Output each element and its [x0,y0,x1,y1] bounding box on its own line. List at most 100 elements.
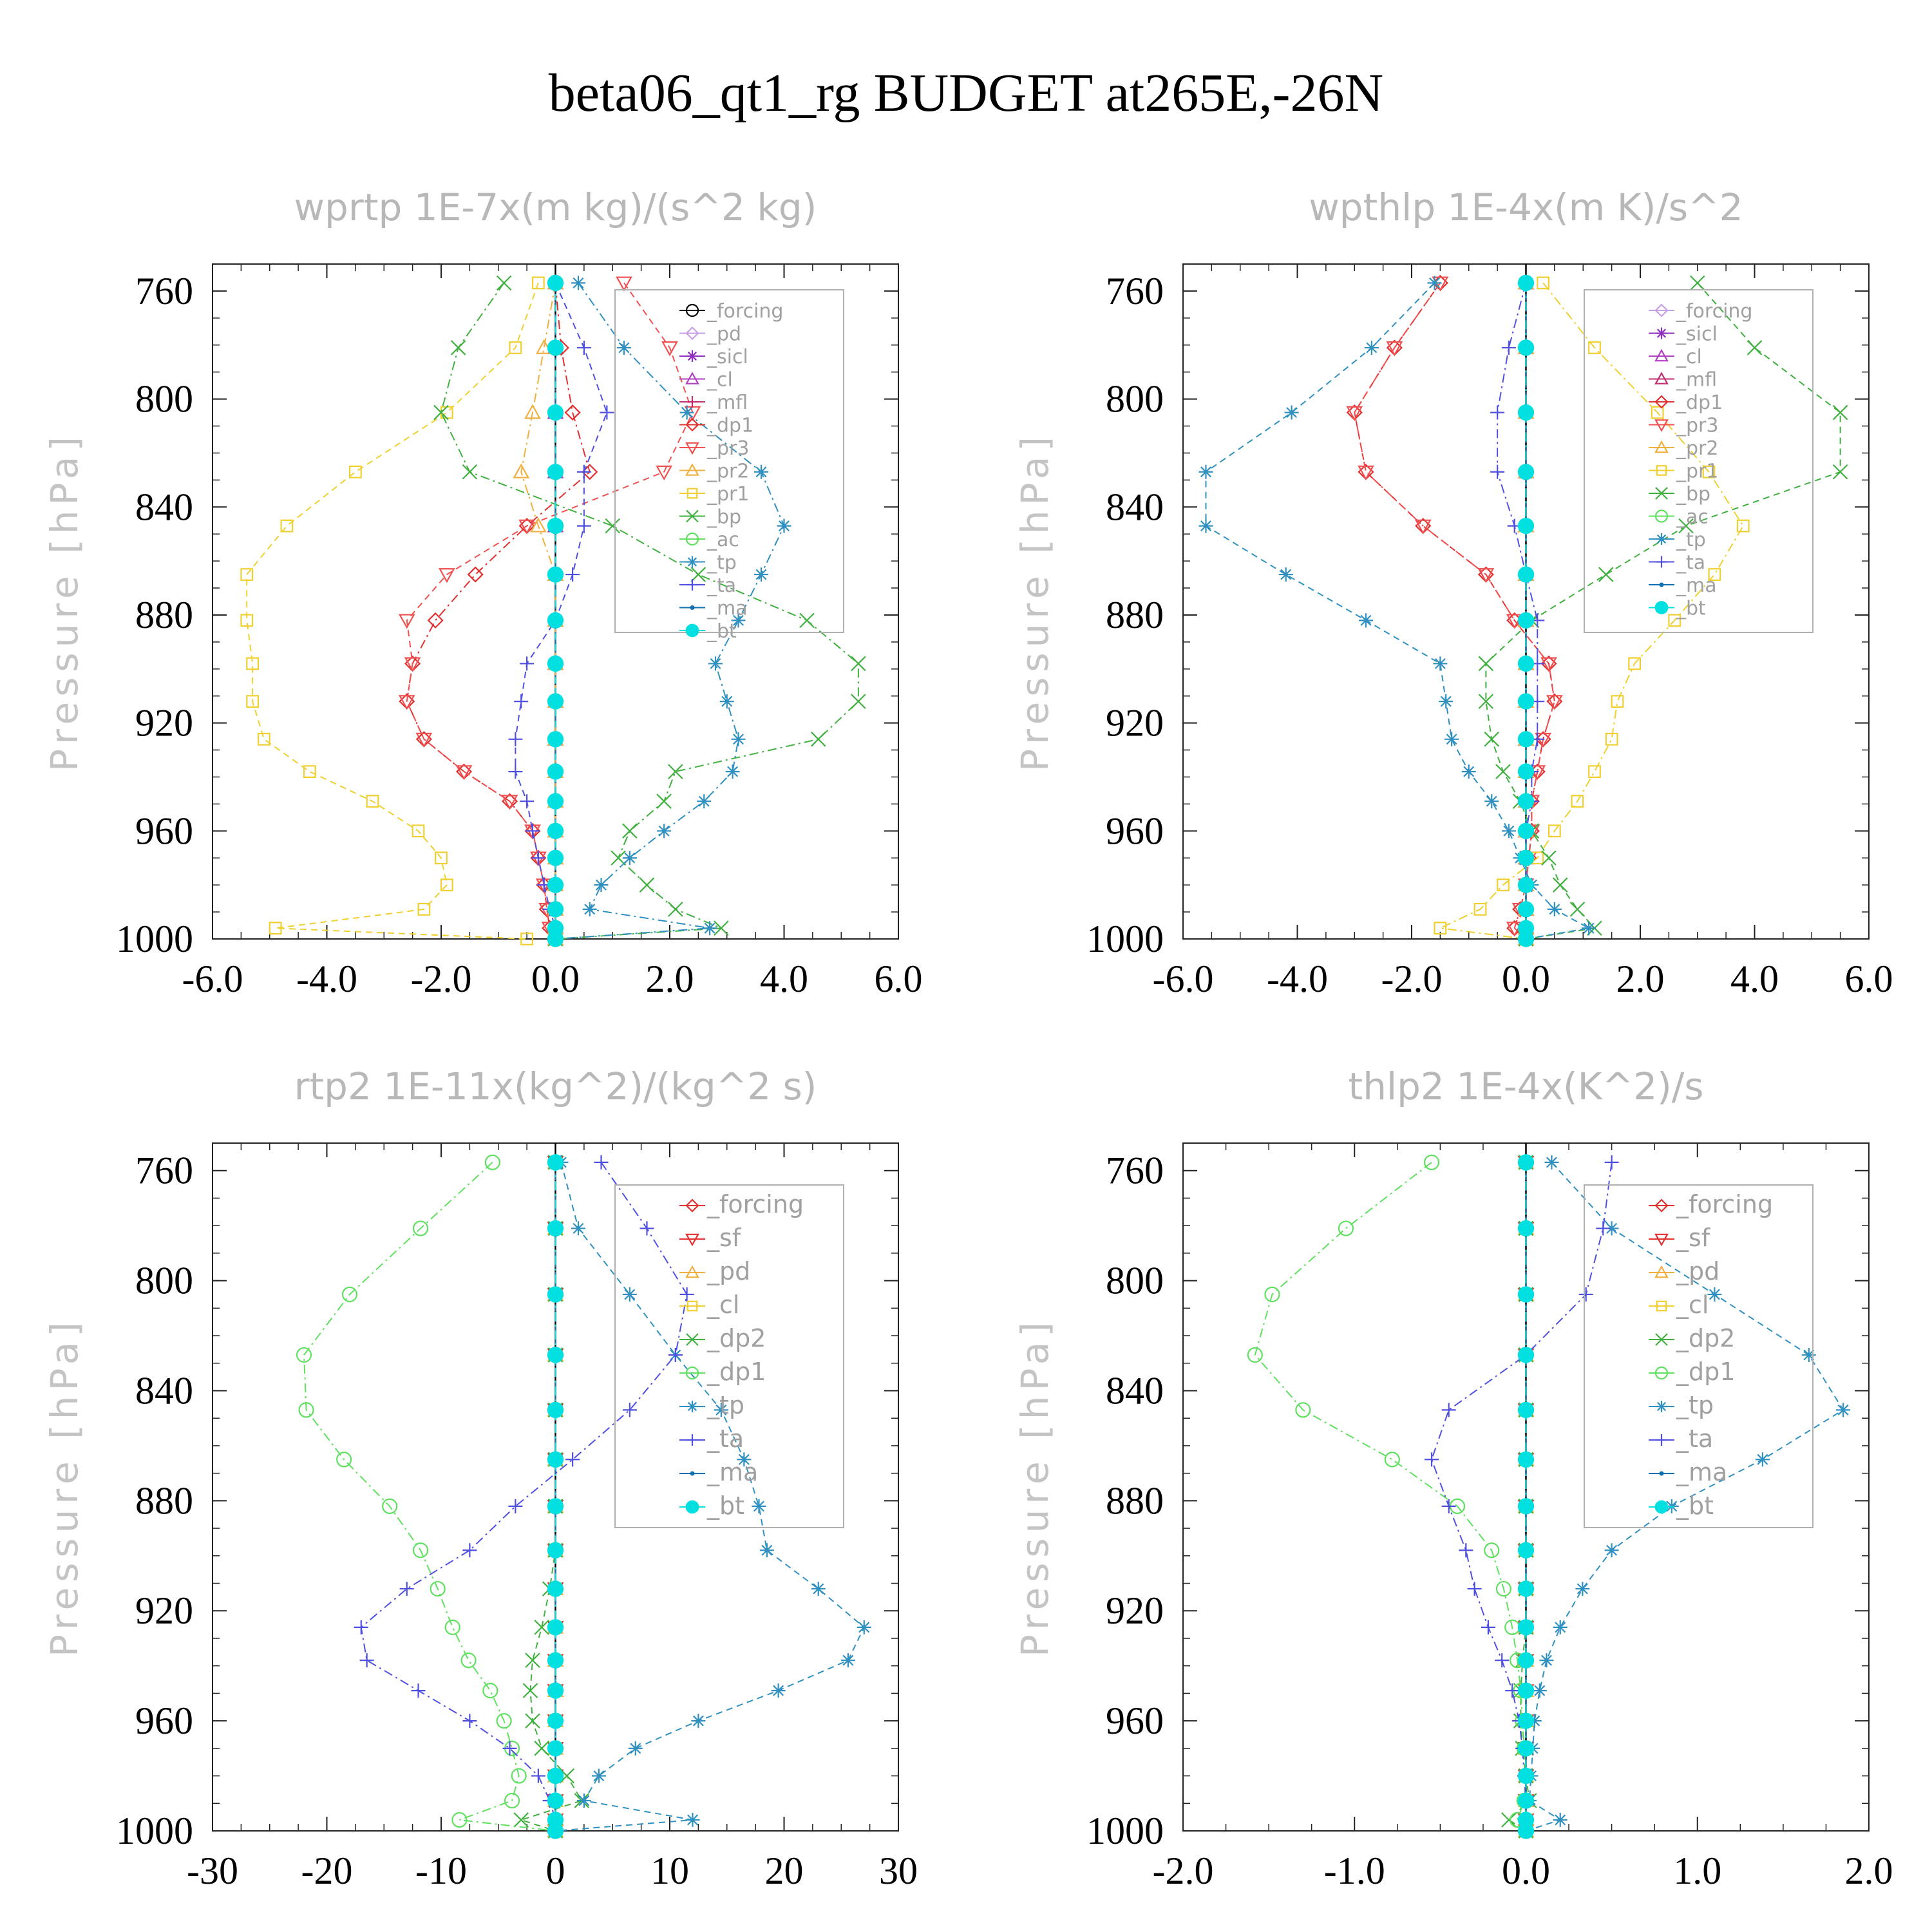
data-point [628,1741,643,1756]
panel-title: wprtp 1E-7x(m kg)/(s^2 kg) [294,185,817,229]
legend-label: _ma [1676,574,1717,597]
legend-marker [685,1500,699,1514]
data-point [1611,695,1624,708]
data-point [547,1542,564,1558]
data-point [565,567,580,582]
data-point [1708,568,1721,581]
legend-entry: _cl [1649,346,1702,368]
data-point [1198,464,1213,479]
legend-entry: _ta [1649,1425,1713,1453]
data-point [1571,795,1584,808]
data-point [513,1812,529,1828]
data-point [341,1286,358,1303]
data-point [1689,275,1705,291]
series_ta [1490,276,1545,946]
legend-label: _pr3 [706,437,749,460]
data-point [708,656,723,671]
data-point [1552,877,1568,893]
data-point [547,464,564,480]
data-point [439,568,455,583]
data-point [1478,656,1494,672]
data-point [1484,794,1499,809]
legend-label: _sicl [706,346,748,368]
data-point [412,1220,429,1236]
series-line [303,1162,556,1832]
legend-entry: _cl [679,1291,739,1319]
data-point [547,1652,564,1669]
y-tick-label: 960 [135,1700,193,1742]
data-point [296,1347,312,1363]
data-point [1478,694,1494,709]
data-point [1517,1498,1535,1515]
data-point [1434,922,1447,935]
data-point [1517,731,1535,748]
data-point [547,1580,564,1597]
legend-marker [685,463,699,476]
legend-entry: _dp1 [1649,1358,1735,1386]
legend-entry: _tp [1649,529,1706,551]
data-point [547,793,564,810]
series-line [1437,282,1744,940]
legend-label: _tp [706,552,737,574]
legend-entry: _ta [679,574,736,597]
data-point [564,404,581,421]
data-point [1598,567,1614,582]
data-point [1484,1542,1500,1558]
data-point [496,275,512,291]
data-point [582,902,597,916]
y-axis-label: Pressure [hPa] [43,431,86,772]
data-point [565,1452,580,1467]
data-point [520,794,535,809]
data-point [547,1347,564,1363]
series-line [1431,1162,1613,1831]
data-point [1459,1543,1473,1558]
chart-panel-4: thlp2 1E-4x(K^2)/s Pressure [hPa] -2.0 -1.0… [1013,1065,1893,1892]
data-point [1575,1582,1590,1596]
legend-entry: _tp [1649,1391,1714,1419]
x-tick-label: 0.0 [531,958,580,1000]
legend-label: _pr2 [706,460,749,483]
data-point [685,1812,700,1827]
data-point [1651,406,1664,419]
data-point [1425,1452,1439,1467]
legend-label: _sf [1676,1224,1711,1252]
legend-entry: _pd [679,1257,750,1285]
data-point [450,340,466,355]
legend-entry: _pr1 [1649,460,1718,483]
data-point [690,567,706,582]
legend-marker [685,532,699,546]
data-point [547,1451,564,1468]
y-tick-label: 880 [1106,594,1164,636]
data-point [534,1741,549,1756]
data-point [508,764,523,779]
x-tick-label: -1.0 [1324,1850,1385,1892]
data-point [1553,1620,1567,1634]
x-tick-label: 30 [879,1850,918,1892]
data-point [725,764,740,779]
x-tick-label: 6.0 [875,958,923,1000]
legend-marker [687,1401,698,1412]
data-point [1481,1620,1495,1634]
y-tick-label: 920 [1106,702,1164,744]
legend-box [614,1184,844,1528]
legend-label: _pd [706,1257,750,1285]
data-point [1532,1683,1547,1698]
data-point [1517,1347,1535,1363]
data-point [656,793,672,809]
data-point [359,1653,374,1668]
legend-entry: _forcing [1649,1190,1773,1218]
data-point [1517,274,1535,291]
y-tick-label: 880 [135,594,193,636]
data-point [1604,1221,1619,1236]
data-point [467,566,484,583]
legend-label: _forcing [1676,1190,1773,1218]
legend-entry: _pr2 [1649,437,1718,460]
data-point [547,1498,564,1515]
series-line [246,283,539,940]
legend-marker [1654,1366,1669,1380]
panel-title: wpthlp 1E-4x(m K)/s^2 [1309,185,1743,229]
series_dp2 [513,1155,590,1839]
data-point [611,850,626,866]
legend-label: _cl [706,369,733,392]
legend-label: _tp [706,1391,744,1419]
